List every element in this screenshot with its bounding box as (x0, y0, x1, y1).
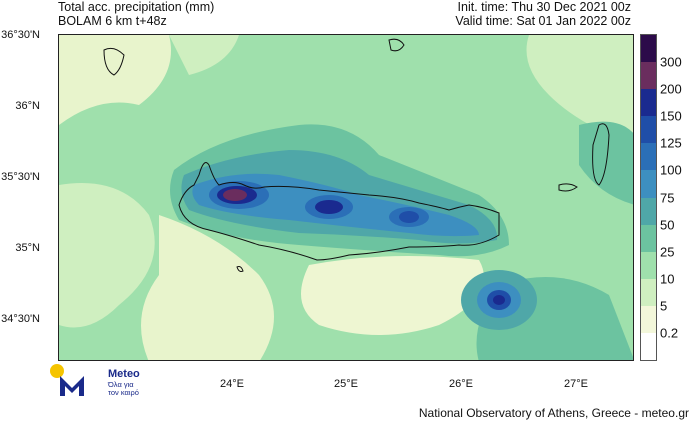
lat-label-4: 35°N (15, 242, 40, 254)
lon-label-4: 27°E (564, 378, 588, 390)
lat-label-2: 36°N (15, 100, 40, 112)
legend-swatch (641, 251, 656, 280)
rain-core-150-c (399, 211, 419, 223)
logo-tagline-2: τον καιρό (108, 388, 139, 397)
legend-level-label: 5 (660, 298, 668, 314)
lon-label-1: 24°E (220, 378, 244, 390)
island-gavdos (236, 266, 244, 272)
island-karpathos (592, 123, 610, 186)
valid-time: Valid time: Sat 01 Jan 2022 00z (455, 14, 631, 28)
area-low-w (59, 183, 155, 328)
legend-swatch (641, 35, 656, 63)
credit-text: National Observatory of Athens, Greece -… (418, 406, 689, 420)
title-line-1: Total acc. precipitation (mm) (58, 0, 215, 14)
area-low-nw (59, 35, 171, 125)
island-kasos (558, 183, 578, 192)
legend-swatch (641, 89, 656, 117)
logo-tagline-1: Όλα για (108, 380, 134, 389)
init-time: Init. time: Thu 30 Dec 2021 00z (457, 0, 631, 14)
meteo-logo (50, 364, 84, 396)
legend-swatch (641, 116, 656, 144)
legend-level-label: 10 (660, 271, 675, 287)
logo-name: Meteo (108, 368, 140, 380)
legend-level-label: 0.2 (660, 325, 679, 341)
legend-swatch (641, 332, 656, 361)
legend-level-label: 300 (660, 54, 682, 70)
map-canvas (59, 35, 633, 360)
title-line-2: BOLAM 6 km t+48z (58, 14, 167, 28)
area-low-n (169, 35, 239, 75)
lat-label-5: 34°30'N (1, 313, 40, 325)
legend-swatch (641, 143, 656, 171)
legend-level-label: 150 (660, 108, 682, 124)
legend-level-label: 25 (660, 244, 675, 260)
island-north (388, 38, 405, 52)
legend-level-label: 75 (660, 190, 675, 205)
legend-swatch (641, 62, 656, 90)
legend-level-label: 50 (660, 217, 675, 233)
legend-swatch (641, 197, 656, 226)
m-icon (60, 376, 84, 396)
sun-icon (50, 364, 64, 378)
chart-title: Total acc. precipitation (mm) BOLAM 6 km… (58, 0, 214, 28)
legend-level-label: 100 (660, 162, 682, 178)
precipitation-map (58, 34, 634, 361)
crete-coastline (178, 162, 500, 261)
forecast-times: Init. time: Thu 30 Dec 2021 00z Valid ti… (455, 0, 631, 28)
rain-core-200-b (315, 200, 343, 214)
legend-swatch (641, 305, 656, 334)
lon-label-3: 26°E (449, 378, 473, 390)
island-milos (103, 47, 125, 76)
lat-label-1: 36°30'N (1, 29, 40, 41)
legend-level-label: 200 (660, 81, 682, 97)
area-low-ne (526, 35, 633, 145)
lat-label-3: 35°30'N (1, 171, 40, 183)
legend-level-label: 125 (660, 135, 682, 151)
rain-core-300 (223, 189, 247, 201)
rain-cell-se-core (493, 295, 505, 305)
area-low-s (301, 256, 484, 335)
logo-tagline: Όλα για τον καιρό (108, 381, 139, 397)
legend-swatch (641, 224, 656, 253)
legend-swatch (641, 170, 656, 198)
area-low-sw (141, 215, 274, 360)
lon-label-2: 25°E (334, 378, 358, 390)
precip-legend (640, 34, 657, 361)
legend-swatch (641, 278, 656, 307)
